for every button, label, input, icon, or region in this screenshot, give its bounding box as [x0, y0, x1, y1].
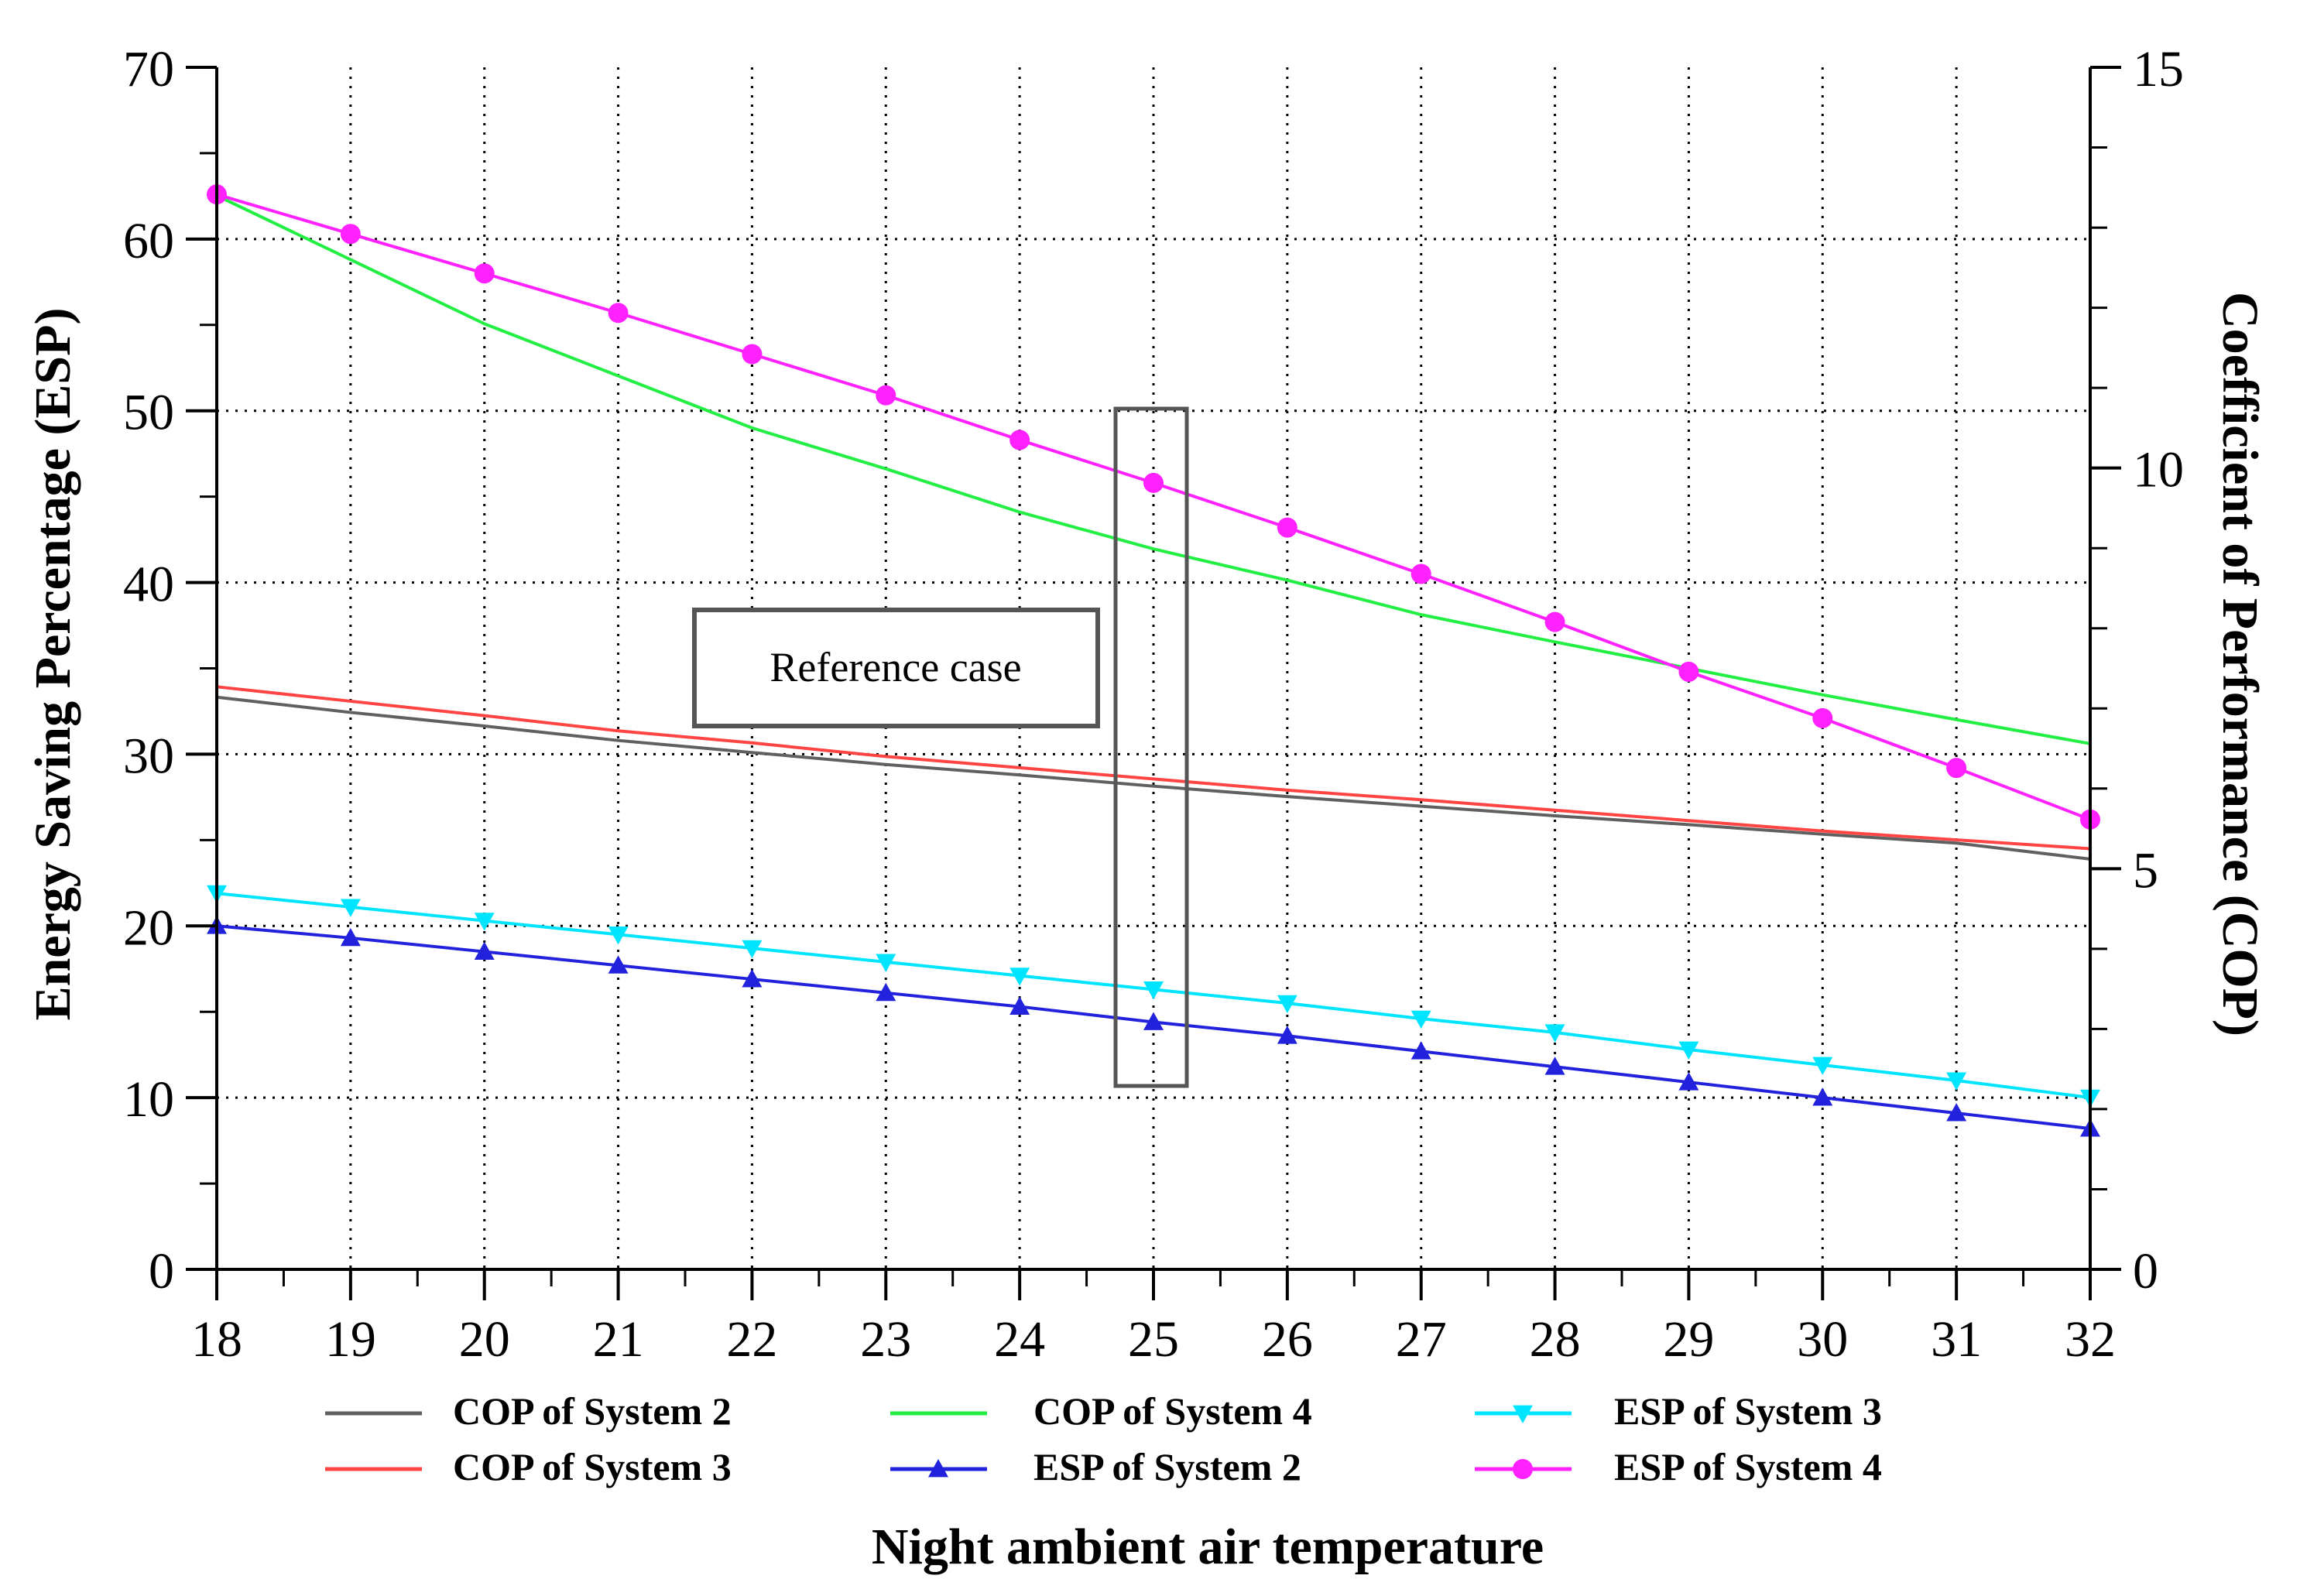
x-tick-label: 29: [1663, 1311, 1714, 1368]
data-point-esp-of-system-2: [474, 941, 495, 960]
x-tick-label: 21: [593, 1311, 644, 1368]
data-point-esp-of-system-3: [876, 954, 896, 972]
data-point-esp-of-system-3: [1411, 1010, 1431, 1029]
data-point-esp-of-system-2: [1678, 1072, 1699, 1091]
data-point-esp-of-system-4: [1009, 430, 1030, 450]
x-tick-label: 19: [325, 1311, 376, 1368]
reference-case-label-box: [692, 608, 1100, 728]
series-line-esp-of-system-4: [216, 193, 2091, 821]
legend-marker: [1513, 1405, 1533, 1423]
data-point-esp-of-system-2: [340, 927, 361, 947]
legend-marker: [928, 1459, 948, 1478]
legend-label: COP of System 4: [1033, 1389, 1312, 1433]
data-point-esp-of-system-2: [1143, 1012, 1164, 1030]
legend-item: ESP of System 2: [890, 1445, 1301, 1488]
legend-label: ESP of System 3: [1614, 1389, 1882, 1433]
data-point-esp-of-system-3: [1544, 1024, 1565, 1043]
data-point-esp-of-system-3: [1277, 995, 1297, 1014]
data-point-esp-of-system-4: [1411, 563, 1431, 584]
y-axis-left-title: Energy Saving Percentage (ESP): [25, 308, 81, 1021]
x-tick-label: 30: [1797, 1311, 1848, 1368]
data-point-esp-of-system-3: [1009, 968, 1030, 986]
y-left-tick-label: 30: [123, 728, 174, 784]
y-right-tick-label: 10: [2133, 442, 2184, 498]
data-point-esp-of-system-3: [1143, 981, 1164, 1000]
reference-case-label: Reference case: [770, 644, 1021, 690]
data-point-esp-of-system-2: [1812, 1087, 1833, 1106]
grid-lines: [217, 67, 2090, 1269]
legend-marker: [1513, 1459, 1533, 1479]
legend-item: ESP of System 4: [1475, 1445, 1882, 1488]
data-point-esp-of-system-2: [1009, 996, 1030, 1015]
y-left-tick-label: 40: [123, 557, 174, 613]
data-point-esp-of-system-4: [1544, 611, 1565, 632]
x-tick-label: 24: [994, 1311, 1045, 1368]
y-right-tick-label: 15: [2133, 41, 2184, 98]
data-point-esp-of-system-3: [1946, 1072, 1967, 1091]
x-tick-label: 28: [1530, 1311, 1581, 1368]
data-point-esp-of-system-4: [1277, 517, 1297, 538]
x-tick-label: 25: [1128, 1311, 1179, 1368]
x-tick-label: 18: [191, 1311, 242, 1368]
series-line-cop-of-system-2: [216, 695, 2091, 861]
data-point-esp-of-system-3: [474, 913, 495, 931]
x-tick-label: 31: [1931, 1311, 1982, 1368]
y-left-tick-label: 20: [123, 899, 174, 956]
data-point-esp-of-system-4: [474, 263, 495, 284]
x-tick-label: 23: [860, 1311, 911, 1368]
legend-label: COP of System 2: [453, 1389, 732, 1433]
legend-item: COP of System 3: [325, 1445, 732, 1488]
x-tick-label: 26: [1262, 1311, 1313, 1368]
data-point-esp-of-system-3: [340, 899, 361, 917]
data-point-esp-of-system-4: [876, 385, 896, 406]
legend-label: ESP of System 2: [1033, 1445, 1301, 1488]
y-axis-right-title: Coefficient of Performance (COP): [2212, 292, 2268, 1036]
data-point-esp-of-system-2: [1946, 1103, 1967, 1122]
y-right-tick-label: 0: [2133, 1243, 2158, 1300]
y-left-tick-label: 10: [123, 1071, 174, 1128]
x-tick-label: 22: [726, 1311, 777, 1368]
data-point-esp-of-system-2: [1544, 1057, 1565, 1075]
data-point-esp-of-system-2: [876, 982, 896, 1002]
legend-item: ESP of System 3: [1475, 1389, 1882, 1433]
axis-ticks: 18 19 20 21 22 23 24 25 26 27 28 29 30 31 32 0 10 20 30 40 5…: [123, 41, 2184, 1368]
x-tick-label: 20: [459, 1311, 510, 1368]
data-point-esp-of-system-4: [1143, 472, 1164, 493]
series-line-cop-of-system-3: [216, 685, 2091, 851]
legend-label: COP of System 3: [453, 1445, 732, 1488]
data-point-esp-of-system-2: [742, 969, 763, 988]
y-right-tick-label: 5: [2133, 842, 2158, 899]
x-axis-title: Night ambient air temperature: [872, 1519, 1544, 1575]
data-point-esp-of-system-4: [1946, 758, 1967, 779]
data-point-esp-of-system-2: [608, 955, 629, 974]
reference-case-highlight-box: [1113, 406, 1189, 1088]
y-left-tick-label: 50: [123, 385, 174, 441]
x-tick-label: 32: [2065, 1311, 2116, 1368]
data-point-esp-of-system-4: [742, 344, 763, 365]
data-point-esp-of-system-3: [742, 940, 763, 959]
y-left-tick-label: 70: [123, 41, 174, 98]
series-line-cop-of-system-4: [216, 194, 2091, 745]
y-left-tick-label: 0: [149, 1243, 174, 1300]
data-point-esp-of-system-3: [608, 926, 629, 945]
data-point-esp-of-system-4: [608, 303, 629, 324]
data-point-esp-of-system-2: [1411, 1041, 1431, 1060]
x-tick-label: 27: [1396, 1311, 1447, 1368]
legend-item: COP of System 4: [890, 1389, 1312, 1433]
data-point-esp-of-system-4: [1812, 707, 1833, 728]
data-point-esp-of-system-4: [1678, 661, 1699, 682]
y-left-tick-label: 60: [123, 213, 174, 269]
legend-item: COP of System 2: [325, 1389, 732, 1433]
data-point-esp-of-system-3: [1812, 1057, 1833, 1075]
data-point-esp-of-system-4: [340, 224, 361, 245]
data-point-esp-of-system-3: [1678, 1041, 1699, 1060]
legend: COP of System 2 COP of System 3 COP of Sys…: [325, 1389, 1882, 1488]
data-point-esp-of-system-2: [1277, 1026, 1297, 1044]
series-layer: [207, 184, 2100, 1137]
legend-label: ESP of System 4: [1614, 1445, 1882, 1488]
